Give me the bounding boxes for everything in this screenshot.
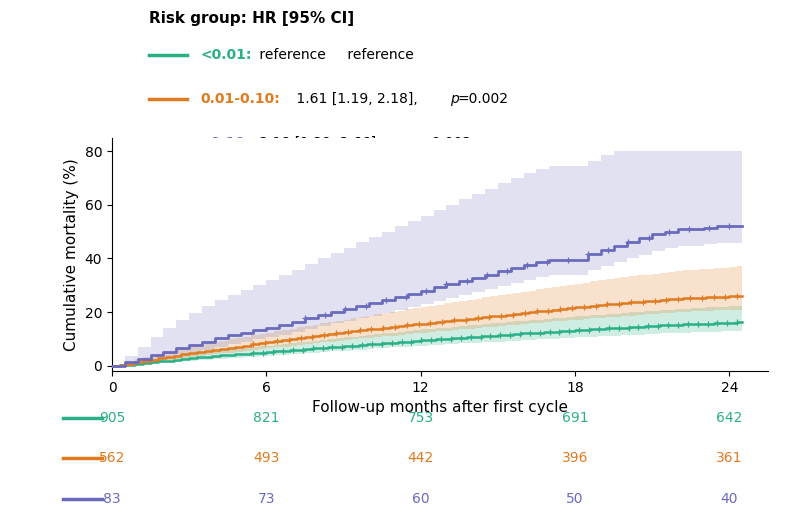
- X-axis label: Follow-up months after first cycle: Follow-up months after first cycle: [312, 400, 568, 416]
- Text: p: p: [413, 136, 422, 150]
- Text: 642: 642: [716, 411, 742, 425]
- Text: 0.01-0.10:: 0.01-0.10:: [200, 92, 280, 106]
- Text: 691: 691: [562, 411, 588, 425]
- Text: =0.002: =0.002: [458, 92, 508, 106]
- Text: p: p: [450, 92, 458, 106]
- Text: 361: 361: [716, 452, 742, 465]
- Text: 905: 905: [99, 411, 125, 425]
- Text: 73: 73: [258, 492, 275, 506]
- Text: 40: 40: [721, 492, 738, 506]
- Text: 493: 493: [253, 452, 279, 465]
- Text: 60: 60: [412, 492, 430, 506]
- Text: 396: 396: [562, 452, 588, 465]
- Text: 442: 442: [407, 452, 434, 465]
- Text: 562: 562: [99, 452, 125, 465]
- Text: =0.003: =0.003: [421, 136, 472, 150]
- Y-axis label: Cumulative mortality (%): Cumulative mortality (%): [64, 158, 79, 351]
- Text: 50: 50: [566, 492, 584, 506]
- Text: Risk group: HR [95% CI]: Risk group: HR [95% CI]: [149, 11, 354, 25]
- Text: <0.01:: <0.01:: [200, 48, 251, 61]
- Text: 2.18 [1.29, 3.66],: 2.18 [1.29, 3.66],: [255, 136, 385, 150]
- Text: 1.61 [1.19, 2.18],: 1.61 [1.19, 2.18],: [291, 92, 422, 106]
- Text: 83: 83: [103, 492, 121, 506]
- Text: reference: reference: [255, 48, 326, 61]
- Text: 821: 821: [253, 411, 280, 425]
- Text: reference: reference: [343, 48, 414, 61]
- Text: ≥0.10:: ≥0.10:: [200, 136, 251, 150]
- Text: 753: 753: [407, 411, 434, 425]
